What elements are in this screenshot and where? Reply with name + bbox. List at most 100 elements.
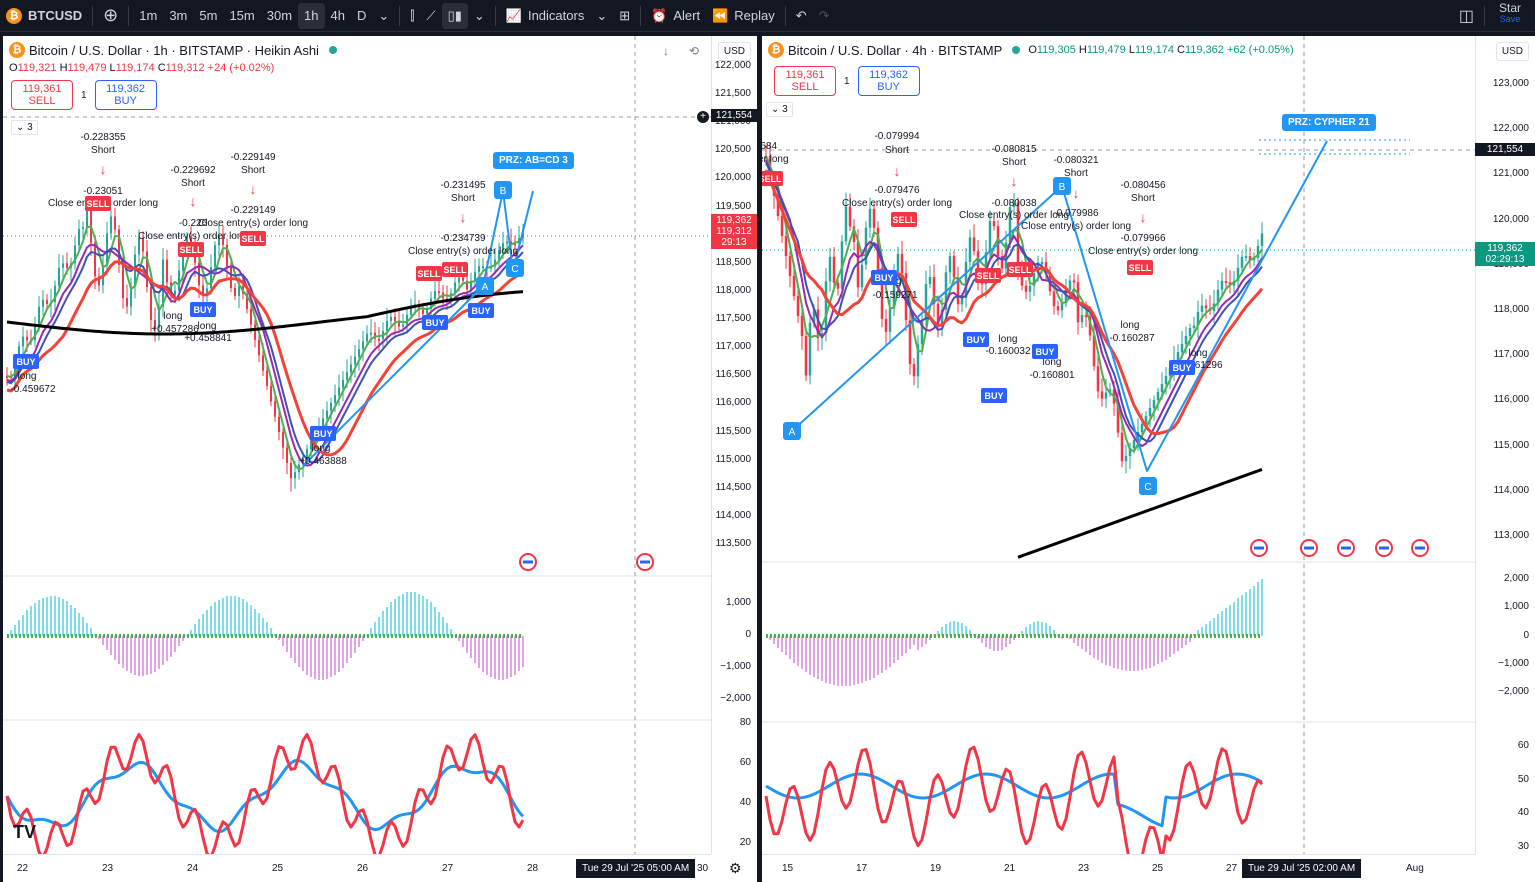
order-quantity: 1 — [844, 75, 850, 87]
indicators-button[interactable]: 📈 Indicators — [500, 3, 591, 29]
close-price: 119,312 — [716, 226, 752, 237]
interval-5m[interactable]: 5m — [199, 8, 218, 23]
settings-gear-icon[interactable]: ⚙ — [729, 860, 742, 876]
buy-price: 119,362 — [106, 83, 146, 95]
candle-body — [366, 333, 368, 342]
interval-d[interactable]: D — [356, 8, 367, 23]
replay-button[interactable]: ⏪ Replay — [706, 3, 781, 29]
interval-dropdown-chevron-icon[interactable]: ⌄ — [378, 7, 390, 23]
candle-body — [234, 287, 236, 296]
currency-selector[interactable]: USD — [1495, 42, 1529, 61]
signal-tag-label: SELL — [1008, 265, 1032, 275]
sell-button[interactable]: 119,361 SELL — [11, 80, 73, 110]
save-button[interactable]: Star Save — [1489, 2, 1535, 29]
indicators-chevron-icon[interactable]: ⌄ — [596, 7, 608, 23]
add-alert-plus-icon[interactable]: + — [697, 111, 709, 123]
candle-body — [1256, 246, 1260, 259]
signal-tag-label: BUY — [984, 391, 1003, 401]
candle-body — [1080, 315, 1084, 323]
sell-label: SELL — [791, 81, 819, 93]
candle-body — [98, 276, 100, 286]
candle-body — [968, 237, 972, 262]
scroll-down-icon[interactable]: ↓ — [663, 44, 669, 58]
macd-histogram-bar — [801, 636, 803, 669]
alert-button[interactable]: ⏰ Alert — [645, 3, 706, 29]
divider — [494, 5, 496, 26]
chart-panel-1h[interactable]: A B C -0.228355 Short -0.23051 Close entry(s) … — [3, 36, 757, 882]
candle-body — [334, 395, 336, 403]
buy-button[interactable]: 119,362 BUY — [94, 80, 157, 110]
chart-canvas-1h[interactable]: A B C -0.228355 Short -0.23051 Close entry(s) … — [3, 36, 757, 882]
candle-body — [888, 308, 892, 332]
interval-30m[interactable]: 30m — [266, 8, 293, 23]
chart-title: Bitcoin / U.S. Dollar · 1h · BITSTAMP · … — [29, 42, 319, 58]
strategy-annotation: -0.079986 — [1053, 208, 1098, 219]
chart-type-chevron-icon[interactable]: ⌄ — [473, 7, 485, 23]
candle-body — [350, 364, 352, 373]
strategy-annotation: long — [164, 311, 183, 322]
undo-icon[interactable]: ↶ — [795, 7, 807, 23]
short-arrow-icon: ↓ — [100, 161, 107, 177]
interval-4h[interactable]: 4h — [330, 8, 345, 23]
time-axis[interactable]: 22 23 24 25 26 27 28 30 Tue 29 Jul '25 05:00 AM — [3, 854, 711, 882]
interval-3m[interactable]: 3m — [169, 8, 188, 23]
macd-histogram-bar — [1257, 582, 1259, 636]
candle-chart-type-icon[interactable]: ▯▮ — [441, 2, 468, 29]
rewind-icon: ⏪ — [712, 7, 729, 23]
macd-histogram-bar — [1201, 627, 1203, 636]
macd-histogram-bar — [925, 636, 927, 644]
buy-button[interactable]: 119,362 BUY — [857, 66, 920, 96]
collapsed-indicators-count[interactable]: ⌄ 3 — [766, 102, 793, 117]
price-axis[interactable]: USD 122,000121,500121,000120,500120,0001… — [711, 36, 757, 854]
macd-histogram-bar — [1073, 636, 1075, 643]
candle-body — [1068, 280, 1072, 290]
macd-histogram-bar — [1133, 636, 1135, 671]
sell-button[interactable]: 119,361 SELL — [774, 66, 836, 96]
interval-15m[interactable]: 15m — [229, 8, 255, 23]
candle-body — [1108, 389, 1112, 393]
macd-histogram-bar — [354, 636, 356, 653]
chart-panel-4h[interactable]: A B C 8684 order long -0.079994 Short -0.079476… — [762, 36, 1535, 882]
top-toolbar: ₿ BTCUSD ⊕ 1m 3m 5m 15m 30m 1h 4h D ⌄ ⫿ … — [0, 0, 1535, 32]
high-value: 119,479 — [67, 62, 107, 74]
candle-body — [1120, 432, 1124, 462]
candle-body — [940, 309, 944, 326]
symbol-search[interactable]: ₿ BTCUSD — [0, 3, 88, 29]
redo-icon[interactable]: ↷ — [818, 7, 830, 23]
collapsed-indicators-count[interactable]: ⌄ 3 — [11, 120, 38, 135]
time-tick: 26 — [357, 863, 369, 874]
reset-chart-icon[interactable]: ⟲ — [689, 44, 700, 58]
macd-histogram-bar — [86, 623, 88, 636]
macd-histogram-bar — [270, 628, 272, 636]
interval-1m[interactable]: 1m — [139, 8, 158, 23]
candle-body — [130, 286, 132, 307]
compare-add-icon[interactable]: ⊕ — [103, 5, 119, 25]
macd-histogram-bar — [370, 628, 372, 636]
candle-body — [1180, 344, 1184, 352]
macd-histogram-bar — [402, 594, 404, 636]
chart-canvas-4h[interactable]: A B C 8684 order long -0.079994 Short -0.079476… — [762, 36, 1535, 882]
currency-selector[interactable]: USD — [717, 42, 751, 61]
strategy-annotation: -0.161296 — [1177, 360, 1222, 371]
short-arrow-icon: ↓ — [1011, 173, 1018, 189]
price-axis[interactable]: USD 123,000122,000121,000120,000119,0001… — [1475, 36, 1535, 854]
macd-histogram-bar — [953, 621, 955, 636]
candle-body — [510, 241, 512, 244]
candle-body — [502, 243, 504, 251]
macd-histogram-bar — [138, 636, 140, 676]
macd-histogram-bar — [254, 609, 256, 636]
bar-chart-type-icon[interactable]: ⫿ — [410, 7, 415, 23]
candle-body — [470, 281, 472, 290]
candle-body — [494, 259, 496, 267]
time-axis[interactable]: 15 17 19 21 23 25 27 Aug Tue 29 Jul '25 02:00 A… — [762, 854, 1475, 882]
candle-body — [932, 277, 936, 304]
candle-body — [1000, 256, 1004, 269]
line-chart-type-icon[interactable]: ⟋ — [426, 7, 436, 23]
layout-grid-icon[interactable]: ⊞ — [619, 7, 631, 23]
layout-split-icon[interactable]: ◫ — [1458, 7, 1474, 25]
low-value: 119,174 — [1134, 44, 1174, 56]
macd-histogram-bar — [1149, 636, 1151, 668]
macd-histogram-bar — [90, 628, 92, 636]
macd-tick: −1,000 — [1498, 657, 1529, 669]
interval-1h[interactable]: 1h — [298, 2, 325, 29]
